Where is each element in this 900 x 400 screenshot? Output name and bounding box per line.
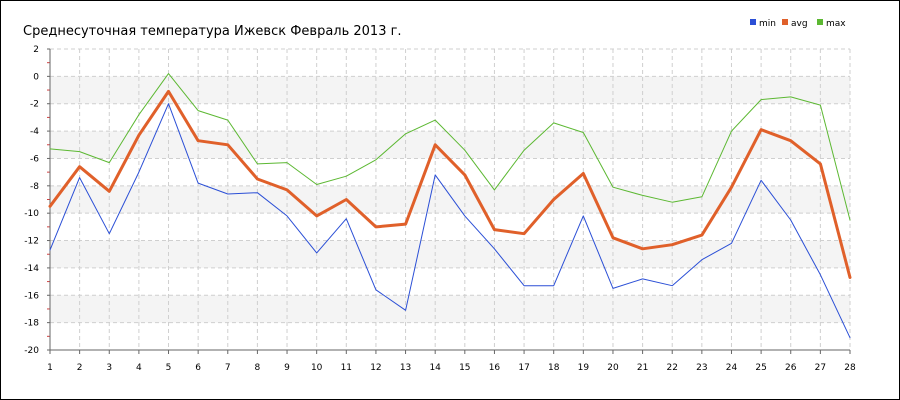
plot-band	[50, 76, 850, 104]
y-tick-label: -10	[24, 209, 39, 219]
x-tick-label: 25	[755, 363, 766, 373]
x-tick-label: 23	[696, 363, 707, 373]
x-tick-label: 6	[195, 363, 201, 373]
y-tick-label: -18	[24, 319, 39, 329]
x-tick-label: 8	[255, 363, 261, 373]
series-min-line	[49, 103, 851, 339]
x-tick-label: 21	[637, 363, 648, 373]
series-max-line	[49, 73, 851, 221]
x-tick-label: 15	[459, 363, 470, 373]
x-tick-label: 18	[548, 363, 560, 373]
plot-band	[50, 295, 850, 323]
y-tick-label: 2	[33, 45, 39, 55]
legend-swatch-min	[750, 19, 756, 25]
x-tick-label: 2	[77, 363, 83, 373]
y-tick-label: -8	[30, 182, 39, 192]
x-tick-label: 4	[136, 363, 142, 373]
legend-label-max: max	[826, 19, 846, 29]
x-tick-label: 26	[785, 363, 797, 373]
x-tick-label: 20	[607, 363, 619, 373]
axes	[47, 48, 851, 354]
x-tick-label: 17	[518, 363, 529, 373]
y-tick-label: 0	[33, 72, 39, 82]
plot-bands	[50, 76, 850, 323]
x-tick-label: 5	[166, 363, 172, 373]
plot-band	[50, 240, 850, 268]
x-tick-label: 16	[489, 363, 501, 373]
x-tick-label: 3	[106, 363, 112, 373]
y-tick-label: -2	[30, 100, 39, 110]
x-tick-label: 22	[666, 363, 677, 373]
legend-swatch-avg	[782, 19, 788, 25]
y-tick-label: -14	[24, 264, 39, 274]
series-avg-line	[48, 89, 852, 279]
legend-swatch-max	[817, 19, 823, 25]
y-tick-label: -20	[24, 346, 39, 356]
x-tick-label: 13	[400, 363, 411, 373]
legend-label-avg: avg	[791, 19, 808, 29]
x-tick-label: 24	[726, 363, 738, 373]
x-tick-label: 1	[47, 363, 53, 373]
x-tick-label: 7	[225, 363, 231, 373]
chart-title: Среднесуточная температура Ижевск Феврал…	[23, 24, 402, 39]
x-tick-label: 10	[311, 363, 323, 373]
x-tick-label: 19	[578, 363, 590, 373]
legend-label-min: min	[759, 19, 776, 29]
y-tick-label: -4	[30, 127, 39, 137]
y-tick-label: -6	[30, 154, 39, 164]
y-tick-labels: 2 0 -2 -4 -6 -8 -10 -12 -14 -16 -18 -20	[24, 45, 39, 356]
x-tick-label: 27	[815, 363, 826, 373]
y-tick-label: -12	[24, 237, 39, 247]
y-tick-label: -16	[24, 291, 39, 301]
x-tick-label: 9	[284, 363, 290, 373]
legend: min avg max	[750, 19, 846, 29]
series-lines	[48, 73, 852, 339]
x-tick-label: 14	[429, 363, 441, 373]
x-tick-label: 11	[341, 363, 352, 373]
x-tick-label: 28	[844, 363, 856, 373]
x-tick-labels: 1 2 3 4 5 6 7 8 9 10 11 12 13 14 15 16 17 18 19 20 21 22 23 24 2…	[47, 363, 856, 373]
x-tick-label: 12	[370, 363, 381, 373]
